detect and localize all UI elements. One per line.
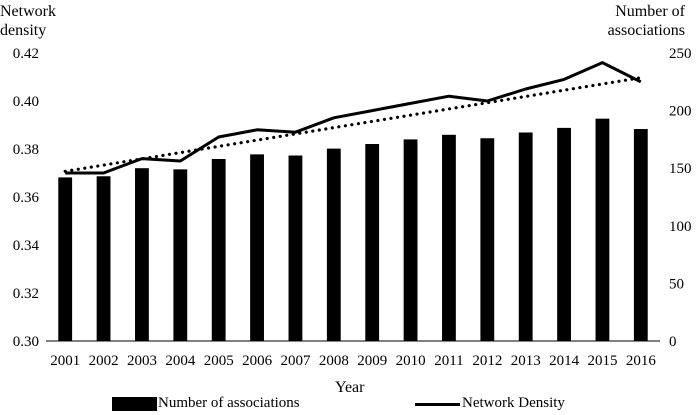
legend-line-label: Network Density xyxy=(462,395,565,411)
y-right-tick-label: 0 xyxy=(669,334,677,350)
x-tick-label: 2007 xyxy=(280,353,311,369)
y-left-tick-label: 0.38 xyxy=(13,142,39,158)
x-tick-label: 2002 xyxy=(89,353,119,369)
y-right-tick-label: 200 xyxy=(669,104,692,120)
bar xyxy=(633,129,648,341)
x-axis-title: Year xyxy=(335,379,365,396)
legend-bar-swatch xyxy=(112,397,157,411)
legend-line-swatch xyxy=(415,403,460,406)
x-tick-label: 2001 xyxy=(50,353,80,369)
x-tick-label: 2004 xyxy=(165,353,196,369)
right-axis-title-line1: Number of xyxy=(615,3,685,20)
y-left-tick-label: 0.34 xyxy=(13,238,40,254)
bar xyxy=(518,132,533,341)
y-left-tick-label: 0.30 xyxy=(13,334,39,350)
bar xyxy=(250,154,264,341)
x-tick-label: 2005 xyxy=(204,353,234,369)
y-right-tick-label: 50 xyxy=(669,276,684,292)
bar xyxy=(595,118,610,341)
bar xyxy=(365,144,380,341)
x-tick-label: 2011 xyxy=(434,353,463,369)
y-left-tick-label: 0.32 xyxy=(13,286,39,302)
x-tick-label: 2014 xyxy=(549,353,580,369)
legend-bar-label: Number of associations xyxy=(158,395,300,411)
y-left-tick-label: 0.36 xyxy=(13,190,40,206)
y-right-tick-label: 100 xyxy=(669,219,692,235)
bar xyxy=(211,158,226,341)
bar xyxy=(288,155,303,341)
bar xyxy=(557,127,571,341)
left-axis-title-line1: Network xyxy=(0,3,56,20)
x-tick-label: 2012 xyxy=(472,353,502,369)
x-tick-label: 2008 xyxy=(319,353,349,369)
network-density-line xyxy=(65,61,642,175)
bar xyxy=(173,169,188,341)
x-tick-label: 2006 xyxy=(242,353,273,369)
x-tick-label: 2009 xyxy=(357,353,387,369)
bar xyxy=(403,139,418,341)
x-tick-label: 2016 xyxy=(626,353,657,369)
bar xyxy=(135,168,149,341)
bar xyxy=(96,176,111,341)
left-axis-title-line2: density xyxy=(0,22,47,39)
bar xyxy=(442,134,456,341)
bar xyxy=(58,177,73,341)
x-tick-label: 2015 xyxy=(587,353,617,369)
x-tick-label: 2010 xyxy=(396,353,426,369)
trend-line xyxy=(63,76,643,173)
x-tick-label: 2003 xyxy=(127,353,157,369)
bar xyxy=(326,148,341,341)
y-right-tick-label: 250 xyxy=(669,46,692,62)
bar xyxy=(480,138,495,341)
y-left-tick-label: 0.42 xyxy=(13,46,39,62)
x-tick-label: 2013 xyxy=(511,353,541,369)
y-left-tick-label: 0.40 xyxy=(13,94,39,110)
right-axis-title-line2: associations xyxy=(607,22,685,39)
y-right-tick-label: 150 xyxy=(669,161,692,177)
